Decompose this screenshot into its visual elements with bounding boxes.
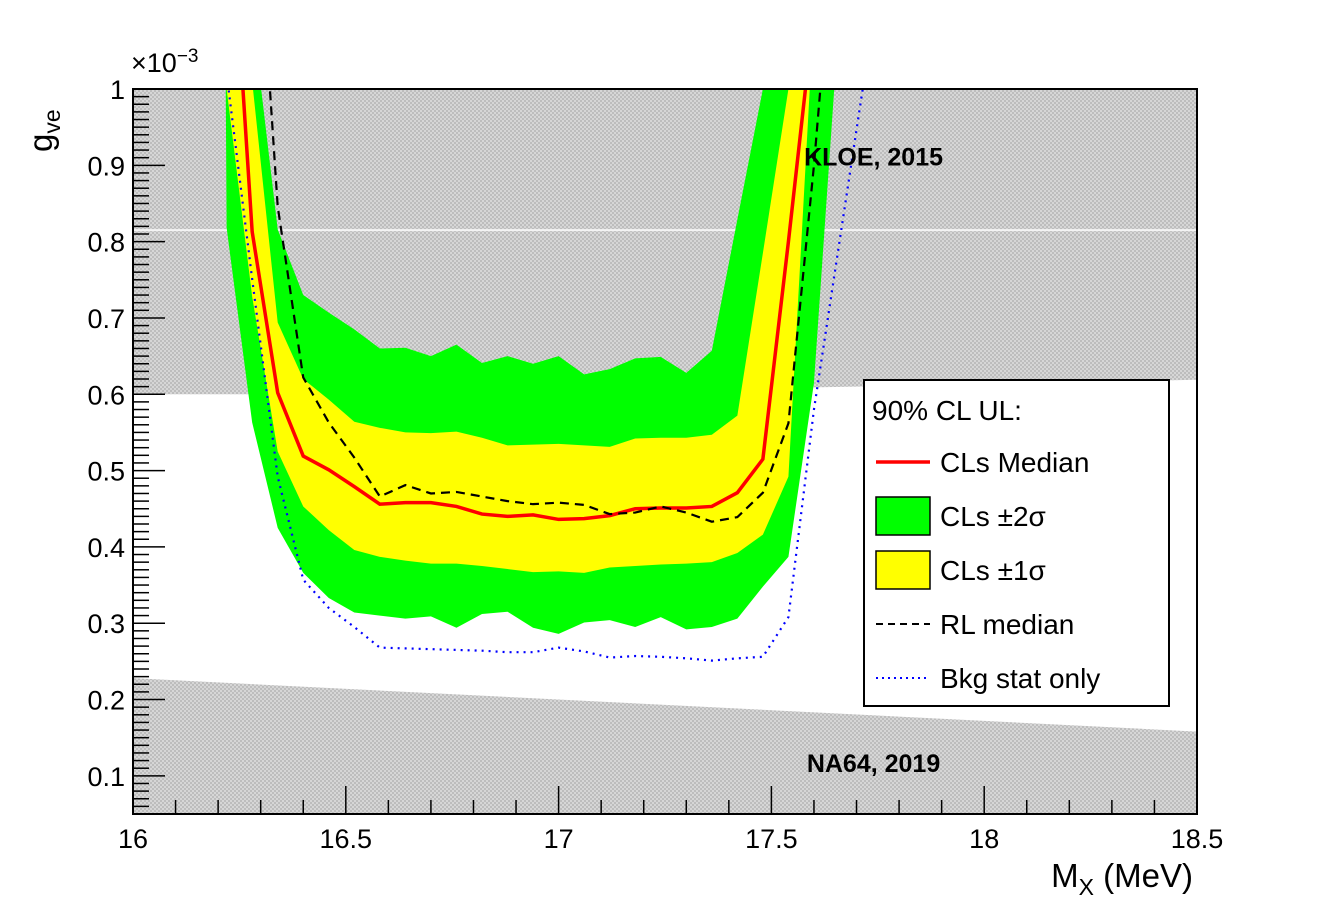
excluded-region-kloe-2015 [133,89,1197,395]
limit-curves [227,89,864,662]
legend-label-cls-median: CLs Median [940,447,1089,478]
region-annotations: KLOE, 2015 NA64, 2019 [804,143,943,778]
legend: 90% CL UL: CLs Median CLs ±2σ CLs ±1σ RL med… [863,379,1170,707]
band-1sigma [226,89,810,573]
x-tick-label: 18.5 [1171,824,1224,854]
kloe-label: KLOE, 2015 [804,143,943,171]
legend-label-cls-1: CLs ±1σ [940,555,1046,586]
legend-header: 90% CL UL: [872,395,1022,426]
y-exponent-label: ×10−3 [131,46,198,78]
x-tick-label: 18 [969,824,999,854]
y-axis-title: gve [22,109,65,152]
na64-label: NA64, 2019 [807,750,940,778]
y-tick-label: 0.1 [87,762,125,792]
x-axis-title: MX (MeV) [1051,857,1193,900]
series-rl-median [268,89,822,523]
x-axis-title-xlabel: M [1051,857,1079,894]
y-axis-title-ylabel-sub: ve [39,109,65,133]
x-axis-title-xlabel-sub: X [1079,874,1094,900]
y-tick-label: 0.6 [87,380,125,410]
legend-swatch-cls-2 [875,496,931,536]
sigma-bands [225,89,835,634]
y-tick-label: 0.3 [87,609,125,639]
x-tick-label: 16 [118,824,148,854]
y-axis-title-ylabel: g [22,134,59,152]
excluded-region-na64-2019 [133,678,1197,814]
plot-area [133,89,1197,814]
y-tick-label: 0.8 [87,228,125,258]
axes: 16 16.5 17 17.5 18 18.5 0.1 0.2 0.3 0.4 0.5 0.6 0.7 0… [22,46,1223,900]
plot-frame [132,88,1198,815]
legend-swatch-cls-1 [875,550,931,590]
excluded-regions [133,89,1197,814]
legend-box [863,379,1170,707]
legend-label-cls-2: CLs ±2σ [940,501,1046,532]
legend-label-bkg-stat-only: Bkg stat only [940,663,1100,694]
series-cls-median [241,89,808,522]
legend-label-rl-median: RL median [940,609,1074,640]
y-tick-label: 0.5 [87,457,125,487]
y-tick-label: 0.7 [87,304,125,334]
y-tick-label: 0.2 [87,686,125,716]
x-axis-title-xlabel-unit: (MeV) [1094,857,1193,894]
series-bkg-stat-only [227,89,864,662]
y-tick-label: 0.9 [87,151,125,181]
x-tick-label: 17 [544,824,574,854]
y-exponent-base: ×10 [131,48,177,78]
y-exponent-power: −3 [177,46,199,67]
x-tick-label: 16.5 [320,824,373,854]
y-tick-label: 1 [110,75,125,105]
y-tick-label: 0.4 [87,533,125,563]
x-tick-label: 17.5 [745,824,798,854]
